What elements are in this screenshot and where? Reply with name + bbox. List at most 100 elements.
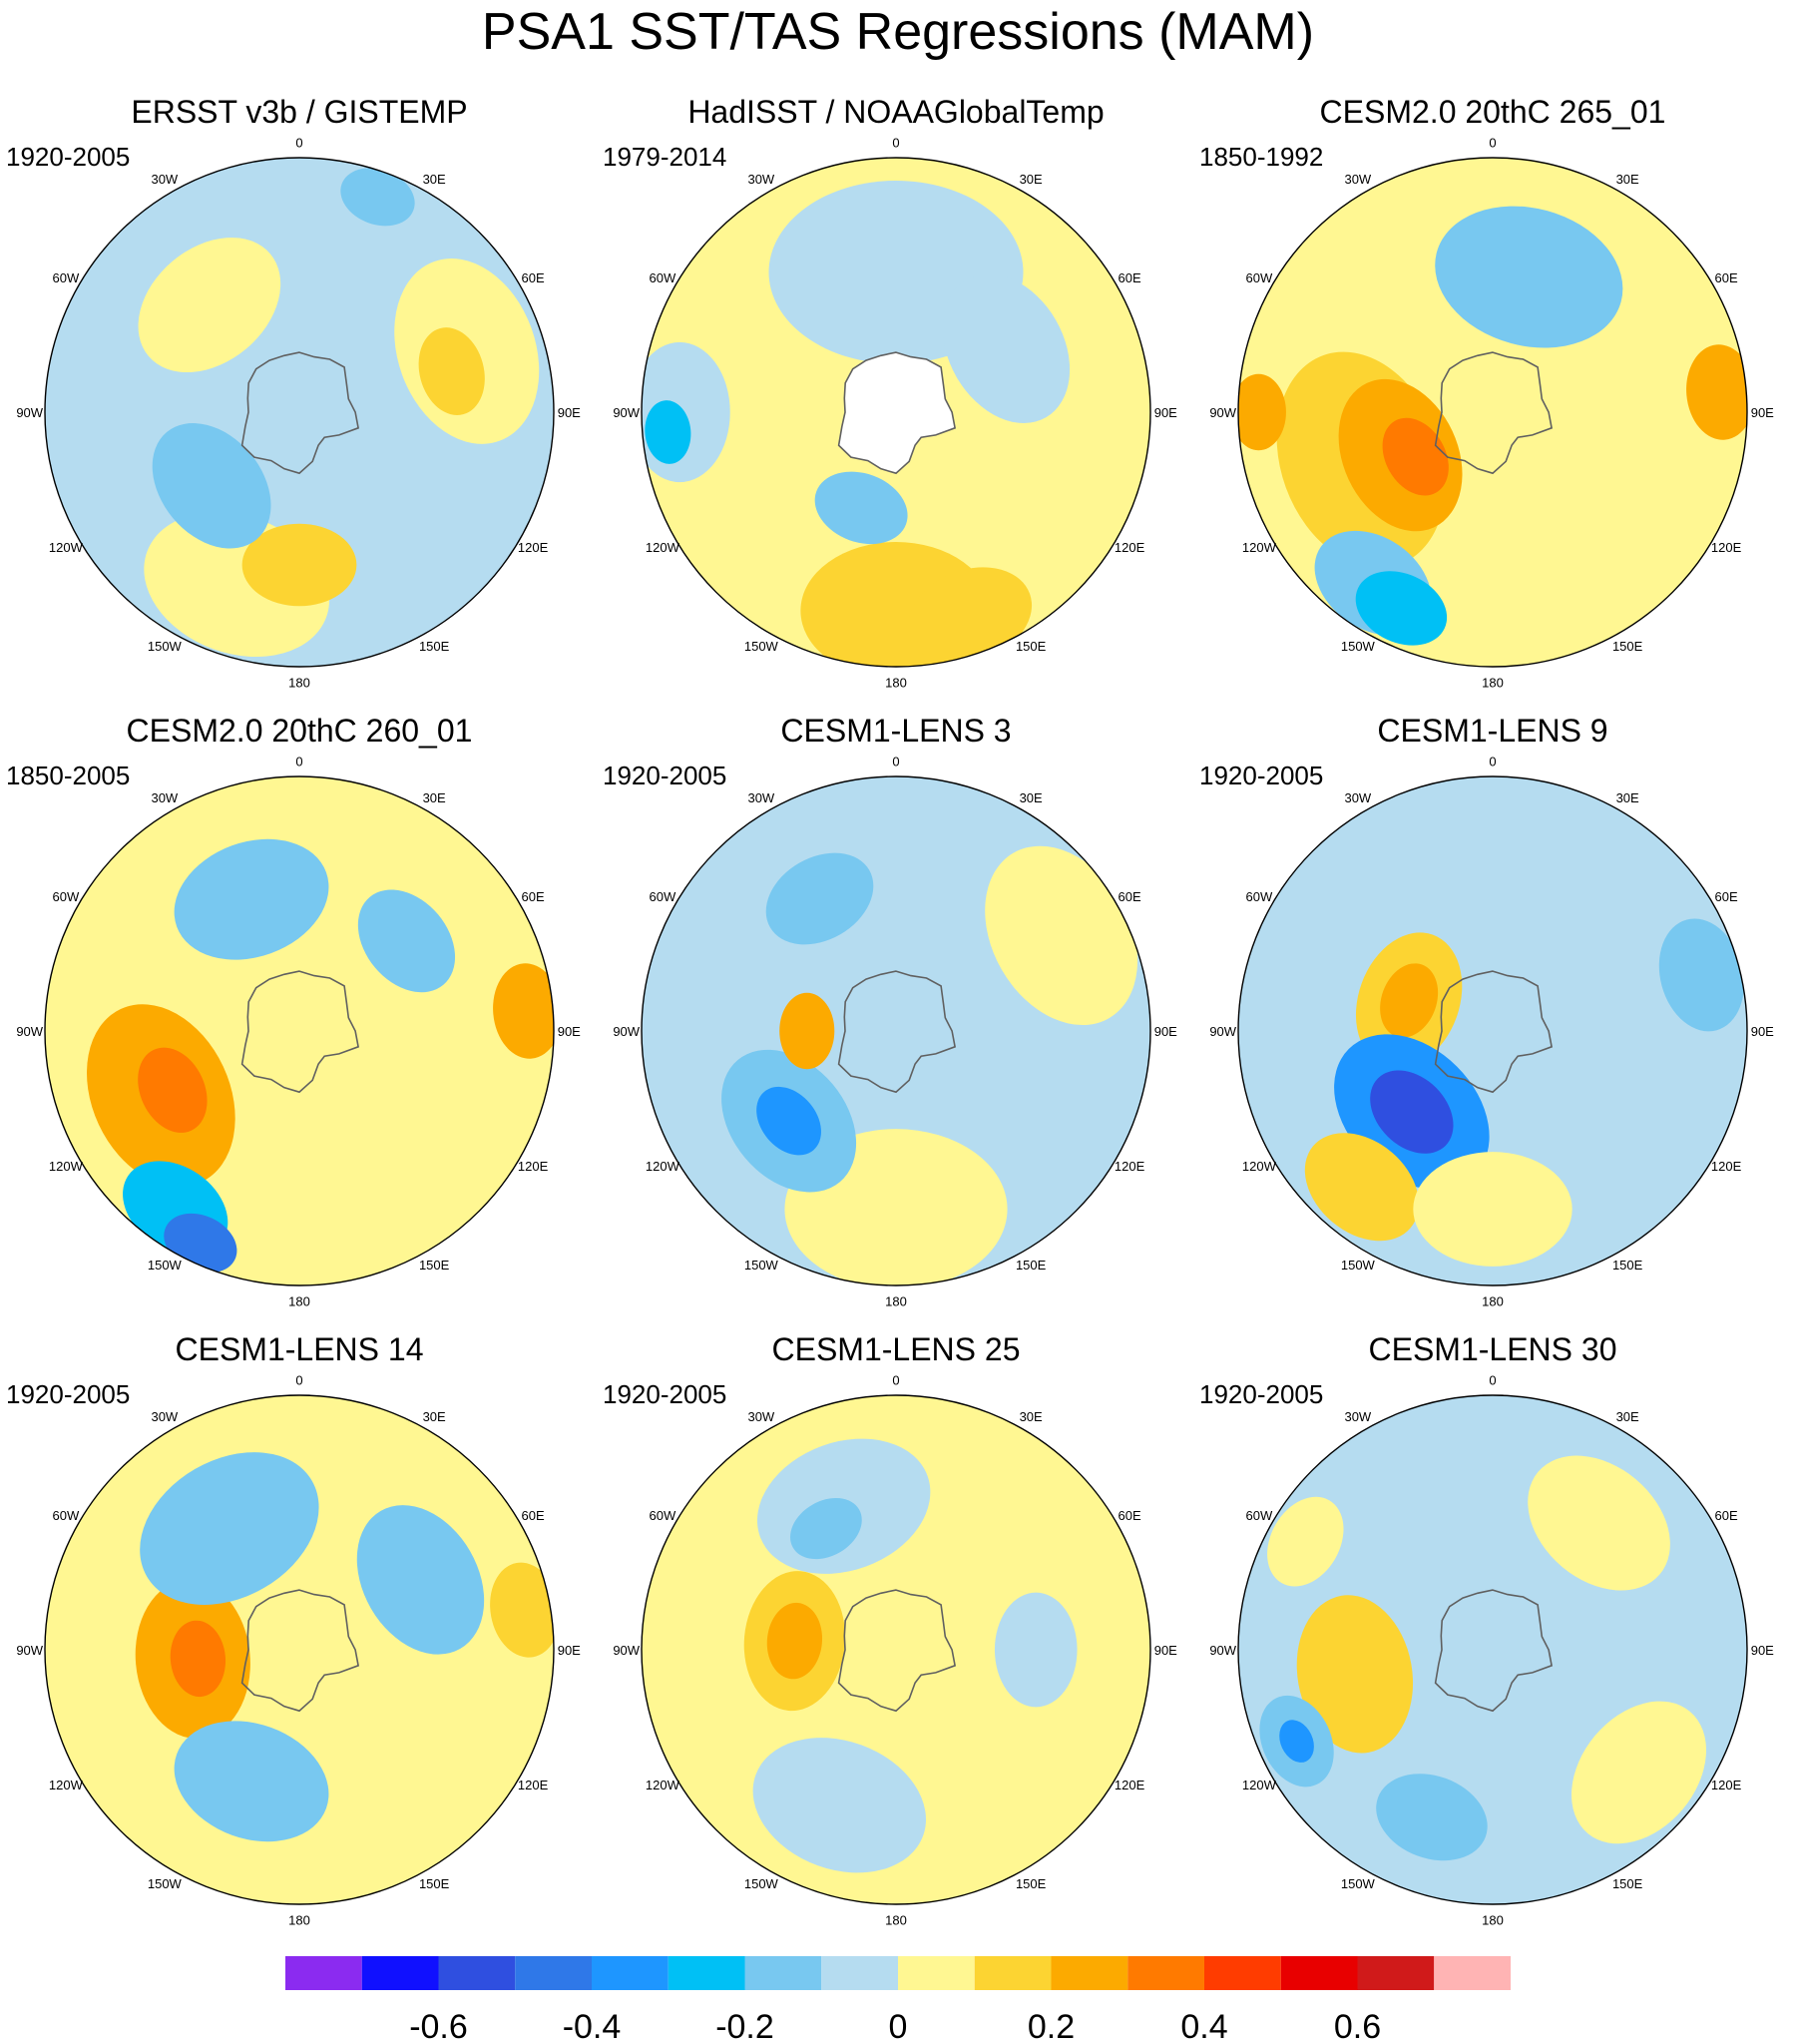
anomaly-region [140, 1452, 319, 1605]
map-boundary [641, 775, 1151, 1286]
longitude-label: 120W [646, 1159, 680, 1174]
longitude-label: 150E [419, 639, 450, 654]
longitude-label: 90E [558, 1643, 581, 1658]
longitude-label: 150E [1612, 1258, 1643, 1273]
antarctica-coastline [1434, 351, 1554, 475]
longitude-label: 150E [419, 1258, 450, 1273]
anomaly-region [174, 1721, 329, 1842]
longitude-label: 90W [613, 1024, 640, 1039]
longitude-label: 150W [148, 1876, 183, 1891]
anomaly-region [1382, 417, 1449, 496]
anomaly-region [1435, 206, 1623, 348]
longitude-label: 120W [49, 1159, 84, 1174]
longitude-label: 60E [522, 1508, 545, 1523]
longitude-label: 90E [558, 405, 581, 420]
longitude-label: 120E [1115, 1159, 1145, 1174]
longitude-label: 150E [1612, 1876, 1643, 1891]
anomaly-region [645, 400, 691, 464]
polar-map: 0 30E 60E 90E 120E 150E 180 150W 120W 90W 60W 30W [16, 136, 581, 691]
longitude-label: 0 [1489, 755, 1496, 769]
longitude-label: 120E [1711, 1778, 1742, 1792]
colorbar-tick-label: 0.2 [1028, 2008, 1075, 2044]
polar-map: 0 30E 60E 90E 120E 150E 180 150W 120W 90W 60W 30W [1209, 1373, 1774, 1928]
anomaly-region [138, 1047, 208, 1133]
longitude-label: 90W [16, 405, 43, 420]
polar-map: 0 30E 60E 90E 120E 150E 180 150W 120W 90W 60W 30W [16, 1373, 581, 1928]
colorbar-swatch [898, 1956, 975, 1990]
anomaly-region [1658, 918, 1744, 1032]
longitude-label: 60E [522, 889, 545, 904]
panel-period: 1920-2005 [6, 142, 131, 172]
longitude-label: 150W [744, 1876, 779, 1891]
longitude-label: 60E [1715, 270, 1738, 285]
longitude-label: 150E [1612, 639, 1643, 654]
antarctica-coastline [837, 1589, 957, 1713]
longitude-label: 120E [518, 540, 549, 555]
longitude-label: 30E [423, 790, 446, 805]
antarctica-coastline [1434, 1589, 1554, 1713]
antarctica-coastline [240, 351, 360, 475]
longitude-label: 0 [295, 136, 302, 151]
longitude-label: 30W [151, 1409, 178, 1424]
longitude-label: 150W [744, 639, 779, 654]
panel-title: CESM1-LENS 25 [771, 1331, 1021, 1367]
anomaly-region [1267, 1496, 1344, 1587]
anomaly-region [942, 273, 1071, 423]
panel-period: 1920-2005 [1199, 1379, 1324, 1409]
anomaly-region [756, 1086, 821, 1156]
longitude-label: 60E [1715, 889, 1738, 904]
longitude-label: 150E [1016, 1876, 1047, 1891]
longitude-label: 120E [1711, 540, 1742, 555]
longitude-label: 90E [1751, 1643, 1774, 1658]
longitude-label: 0 [1489, 1373, 1496, 1388]
longitude-label: 120W [1242, 540, 1277, 555]
map-panel: 0 30E 60E 90E 120E 150E 180 150W 120W 90W 60W 30W CE… [597, 1329, 1195, 1948]
longitude-label: 150W [148, 639, 183, 654]
longitude-label: 150E [1016, 1258, 1047, 1273]
longitude-label: 60W [650, 270, 676, 285]
anomaly-region [1686, 344, 1747, 440]
longitude-label: 120E [1711, 1159, 1742, 1174]
figure-title: PSA1 SST/TAS Regressions (MAM) [481, 3, 1315, 61]
longitude-label: 60E [1119, 889, 1141, 904]
longitude-label: 0 [892, 755, 899, 769]
map-boundary [44, 157, 555, 668]
colorbar-swatch [1051, 1956, 1128, 1990]
antarctica-coastline [240, 1589, 360, 1713]
longitude-label: 120W [49, 540, 84, 555]
colorbar-swatch [974, 1956, 1052, 1990]
longitude-label: 180 [885, 675, 907, 690]
anomaly-region [152, 422, 271, 549]
panel-title: ERSST v3b / GISTEMP [131, 94, 468, 130]
longitude-label: 120W [49, 1778, 84, 1792]
anomaly-region [994, 1592, 1078, 1708]
anomaly-region [174, 838, 329, 960]
anomaly-region [1279, 1720, 1314, 1763]
anomaly-region [908, 567, 1033, 665]
colorbar-tick-label: 0.6 [1334, 2008, 1381, 2044]
panel-title: CESM1-LENS 30 [1368, 1331, 1617, 1367]
longitude-label: 30W [151, 172, 178, 187]
longitude-label: 120E [518, 1778, 549, 1792]
longitude-label: 30W [1344, 172, 1371, 187]
anomaly-region [1304, 1133, 1419, 1242]
longitude-label: 30E [1020, 790, 1043, 805]
longitude-label: 180 [288, 1293, 310, 1308]
longitude-label: 90E [1751, 1024, 1774, 1039]
anomaly-region [814, 471, 908, 545]
map-panel: 0 30E 60E 90E 120E 150E 180 150W 120W 90W 60W 30W Ha… [597, 92, 1195, 711]
colorbar-swatch [1357, 1956, 1435, 1990]
polar-map: 0 30E 60E 90E 120E 150E 180 150W 120W 90W 60W 30W [613, 755, 1177, 1309]
map-boundary [1237, 775, 1748, 1286]
panel-title: CESM1-LENS 9 [1377, 713, 1608, 749]
colorbar-swatch [744, 1956, 822, 1990]
antarctica-coastline [837, 351, 957, 475]
colorbar-swatch [668, 1956, 745, 1990]
map-boundary [1237, 157, 1748, 668]
map-panel: 0 30E 60E 90E 120E 150E 180 150W 120W 90W 60W 30W CE… [1193, 1329, 1792, 1948]
longitude-label: 60W [1246, 270, 1273, 285]
longitude-label: 180 [1482, 675, 1504, 690]
longitude-label: 150E [419, 1876, 450, 1891]
map-boundary [44, 775, 555, 1286]
anomaly-region [1528, 1455, 1670, 1591]
